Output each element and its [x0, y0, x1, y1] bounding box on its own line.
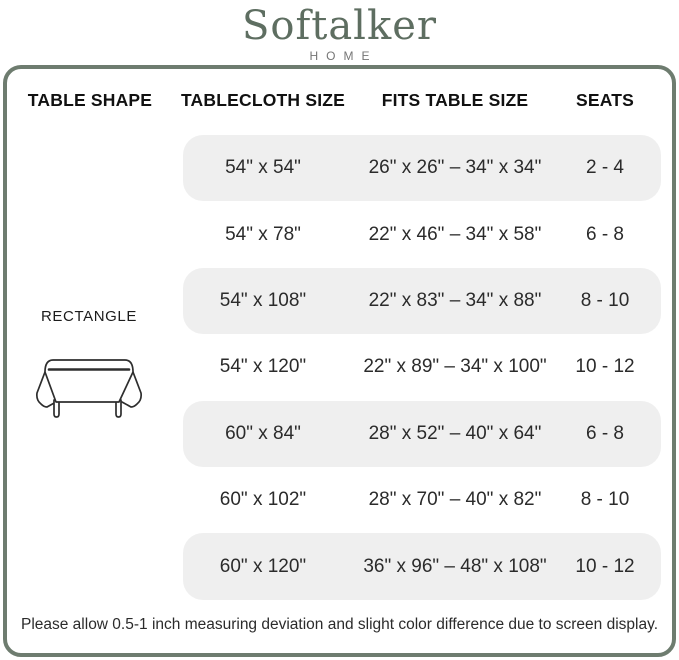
rectangle-tablecloth-icon: [24, 347, 154, 427]
fits-table-size-value: 36" x 96" – 48" x 108": [363, 555, 547, 577]
brand-header: Softalker HOME: [0, 4, 679, 63]
table-row: 60" x 120" 36" x 96" – 48" x 108" 10 - 1…: [183, 533, 661, 600]
tablecloth-size-value: 54" x 120": [219, 356, 307, 378]
seats-value: 10 - 12: [575, 555, 635, 577]
fits-table-size-value: 22" x 83" – 34" x 88": [368, 289, 542, 311]
table-row: 60" x 84" 28" x 52" – 40" x 64" 6 - 8: [183, 400, 661, 467]
header-tablecloth-size: TABLECLOTH SIZE: [180, 89, 346, 110]
chart-rows: 54" x 54" 26" x 26" – 34" x 34" 2 - 4 54…: [183, 135, 661, 600]
seats-value: 8 - 10: [580, 289, 630, 311]
brand-logo: Softalker: [241, 3, 438, 49]
tablecloth-size-value: 54" x 108": [219, 289, 307, 311]
tablecloth-size-value: 54" x 78": [225, 223, 301, 245]
seats-value: 8 - 10: [580, 489, 630, 511]
seats-value: 6 - 8: [585, 422, 625, 444]
table-row: 54" x 108" 22" x 83" – 34" x 88" 8 - 10: [183, 267, 661, 335]
size-chart-card: TABLE SHAPE TABLECLOTH SIZE FITS TABLE S…: [3, 65, 676, 657]
chart-body: RECTANGLE: [7, 135, 672, 600]
header-table-shape: TABLE SHAPE: [27, 89, 153, 110]
seats-value: 6 - 8: [585, 223, 625, 245]
table-row: 54" x 120" 22" x 89" – 34" x 100" 10 - 1…: [183, 334, 661, 400]
seats-value: 10 - 12: [575, 356, 635, 378]
brand-subtitle: HOME: [309, 49, 378, 63]
table-row: 54" x 54" 26" x 26" – 34" x 34" 2 - 4: [183, 135, 661, 202]
tablecloth-size-value: 60" x 84": [225, 422, 301, 444]
fits-table-size-value: 28" x 70" – 40" x 82": [368, 489, 542, 511]
fits-table-size-value: 26" x 26" – 34" x 34": [368, 157, 542, 179]
header-fits-table-size: FITS TABLE SIZE: [381, 89, 529, 110]
fits-table-size-value: 22" x 89" – 34" x 100": [363, 356, 547, 378]
table-row: 54" x 78" 22" x 46" – 34" x 58" 6 - 8: [183, 201, 661, 267]
tablecloth-size-value: 54" x 54": [225, 157, 301, 179]
table-row: 60" x 102" 28" x 70" – 40" x 82" 8 - 10: [183, 467, 661, 533]
measuring-deviation-note: Please allow 0.5-1 inch measuring deviat…: [20, 616, 659, 633]
seats-value: 2 - 4: [585, 157, 625, 179]
tablecloth-size-value: 60" x 102": [219, 489, 307, 511]
header-seats: SEATS: [575, 89, 635, 110]
table-shape-column: RECTANGLE: [1, 135, 177, 600]
tablecloth-size-value: 60" x 120": [219, 555, 307, 577]
chart-header-row: TABLE SHAPE TABLECLOTH SIZE FITS TABLE S…: [7, 69, 672, 131]
fits-table-size-value: 22" x 46" – 34" x 58": [368, 223, 542, 245]
shape-label: RECTANGLE: [41, 308, 137, 325]
fits-table-size-value: 28" x 52" – 40" x 64": [368, 422, 542, 444]
